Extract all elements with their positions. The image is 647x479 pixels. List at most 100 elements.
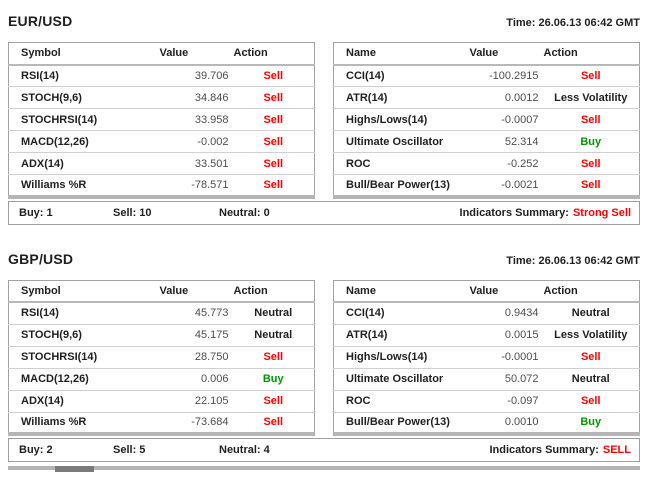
section-eurusd: EUR/USD Time: 26.06.13 06:42 GMT Symbol …	[8, 0, 640, 225]
neutral-count: Neutral: 4	[219, 444, 270, 456]
indicator-name: STOCH(9,6)	[8, 86, 159, 109]
col-header-action: Action	[542, 280, 640, 303]
indicator-row: Bull/Bear Power(13) -0.0021 Sell	[333, 174, 640, 197]
indicator-action: Sell	[542, 108, 640, 131]
table-header-row: Name Value Action	[333, 280, 640, 303]
indicator-value: 34.846	[158, 86, 233, 109]
indicator-value: 0.006	[158, 367, 233, 390]
indicator-row: MACD(12,26) 0.006 Buy	[8, 367, 315, 390]
timestamp: Time: 26.06.13 06:42 GMT	[506, 17, 640, 29]
indicator-name: CCI(14)	[346, 69, 385, 82]
indicator-row: STOCHRSI(14) 33.958 Sell	[8, 108, 315, 131]
indicator-action: Neutral	[542, 367, 640, 390]
pair-title: EUR/USD	[8, 13, 73, 29]
partial-edge-bar	[8, 466, 640, 470]
col-header-value: Value	[158, 42, 233, 66]
pair-title: GBP/USD	[8, 250, 74, 267]
table-header-row: Symbol Value Action	[8, 42, 315, 66]
col-header-value: Value	[468, 42, 543, 66]
indicator-action: Sell	[232, 389, 315, 412]
indicator-action: Sell	[542, 389, 640, 412]
sell-count: Sell: 5	[113, 444, 146, 456]
indicator-row: RSI(14) 39.706 Sell	[9, 65, 315, 87]
indicator-row: Williams %R -78.571 Sell	[8, 174, 315, 197]
indicator-action: Less Volatility	[542, 86, 640, 109]
timestamp: Time: 26.06.13 06:42 GMT	[506, 254, 640, 267]
indicator-name: ATR(14)	[333, 323, 469, 346]
tables-row: Symbol Value Action RSI(14) 45.773 Neutr…	[8, 279, 640, 436]
indicator-row: Ultimate Oscillator 52.314 Buy	[333, 130, 640, 153]
indicators-summary-value: SELL	[602, 444, 631, 456]
indicator-value: 0.0015	[468, 323, 543, 346]
indicator-action: Sell	[542, 345, 640, 368]
indicator-action: Sell	[542, 174, 640, 197]
indicator-value: 28.750	[158, 345, 233, 368]
indicator-action: Sell	[232, 152, 315, 175]
indicator-value: -0.002	[158, 130, 233, 153]
indicator-value: 50.072	[468, 367, 543, 390]
indicator-value: 0.9434	[504, 307, 539, 320]
indicator-action: Sell	[232, 130, 315, 153]
col-header-symbol: Symbol	[8, 42, 159, 66]
indicator-action: Sell	[542, 152, 640, 175]
indicator-name: ADX(14)	[8, 389, 159, 412]
indicator-name: STOCH(9,6)	[8, 323, 159, 346]
indicator-value: 0.0012	[468, 86, 543, 109]
oscillators-table: Symbol Value Action RSI(14) 45.773 Neutr…	[8, 279, 315, 436]
indicator-name: Bull/Bear Power(13)	[333, 174, 469, 197]
indicator-action: Sell	[232, 174, 315, 197]
table-header-row: Symbol Value Action	[8, 280, 315, 303]
indicator-name: ATR(14)	[333, 86, 469, 109]
indicator-name: MACD(12,26)	[8, 367, 159, 390]
indicator-row: CCI(14) -100.2915 Sell	[334, 65, 640, 87]
indicator-name: Williams %R	[8, 411, 159, 434]
col-header-name: Name	[333, 42, 469, 66]
indicator-row: ATR(14) 0.0012 Less Volatility	[333, 86, 640, 109]
indicator-value: 33.501	[158, 152, 233, 175]
buy-count: Buy: 2	[19, 444, 53, 456]
indicator-name: Bull/Bear Power(13)	[333, 411, 469, 434]
indicator-value: -0.252	[468, 152, 543, 175]
indicator-row: Bull/Bear Power(13) 0.0010 Buy	[333, 411, 640, 434]
indicator-action: Sell	[232, 86, 315, 109]
indicator-value: -73.684	[158, 411, 233, 434]
col-header-value: Value	[158, 280, 233, 303]
indicator-row: ATR(14) 0.0015 Less Volatility	[333, 323, 640, 346]
indicator-name: Williams %R	[8, 174, 159, 197]
indicator-action: Sell	[580, 69, 601, 82]
col-header-symbol: Symbol	[8, 280, 159, 303]
indicator-value: 45.175	[158, 323, 233, 346]
section-header: EUR/USD Time: 26.06.13 06:42 GMT	[8, 0, 640, 29]
indicator-value: 39.706	[194, 69, 229, 82]
indicator-value: 45.773	[194, 307, 229, 320]
section-gbpusd: GBP/USD Time: 26.06.13 06:42 GMT Symbol …	[8, 225, 640, 462]
indicator-value: -0.0021	[468, 174, 543, 197]
indicator-row: Ultimate Oscillator 50.072 Neutral	[333, 367, 640, 390]
indicator-row: RSI(14) 45.773 Neutral	[9, 302, 315, 324]
indicator-value: -0.097	[468, 389, 543, 412]
indicator-row: Highs/Lows(14) -0.0007 Sell	[333, 108, 640, 131]
indicator-action: Sell	[263, 69, 284, 82]
indicator-action: Neutral	[571, 307, 610, 320]
indicator-name: Ultimate Oscillator	[333, 130, 469, 153]
neutral-count: Neutral: 0	[219, 206, 270, 219]
table-header-row: Name Value Action	[333, 42, 640, 66]
indicator-name: CCI(14)	[346, 307, 385, 320]
indicator-action: Less Volatility	[542, 323, 640, 346]
indicator-row: ROC -0.252 Sell	[333, 152, 640, 175]
indicator-action: Sell	[232, 411, 315, 434]
oscillators-table: Symbol Value Action RSI(14) 39.706 Sell …	[8, 42, 315, 199]
buy-count: Buy: 1	[19, 206, 53, 219]
indicator-value: 22.105	[158, 389, 233, 412]
indicator-name: MACD(12,26)	[8, 130, 159, 153]
indicator-action: Sell	[232, 345, 315, 368]
indicator-row: Williams %R -73.684 Sell	[8, 411, 315, 434]
indicator-row: STOCHRSI(14) 28.750 Sell	[8, 345, 315, 368]
indicator-row: CCI(14) 0.9434 Neutral	[334, 302, 640, 324]
indicator-value: 33.958	[158, 108, 233, 131]
indicator-action: Buy	[542, 130, 640, 153]
indicator-name: RSI(14)	[21, 307, 59, 320]
summary-bar: Buy: 2 Sell: 5 Neutral: 4 Indicators Sum…	[8, 438, 640, 462]
indicator-row: MACD(12,26) -0.002 Sell	[8, 130, 315, 153]
